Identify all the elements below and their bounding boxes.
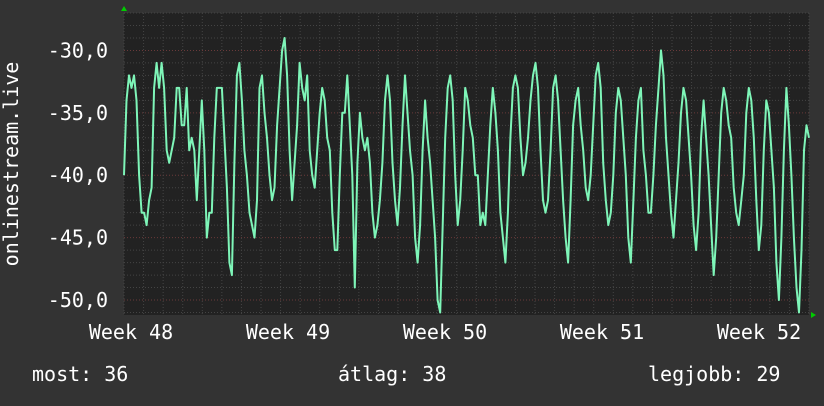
y-tick-label: -35,0 xyxy=(48,101,108,125)
legend-best: legjobb: 29 xyxy=(648,362,781,386)
y-axis-label: onlinestream.live xyxy=(0,62,23,267)
x-tick-label: Week 52 xyxy=(717,320,801,344)
y-tick-label: -50,0 xyxy=(48,288,108,312)
plot-area xyxy=(124,13,809,315)
y-tick-label: -40,0 xyxy=(48,163,108,187)
legend-average: átlag: 38 xyxy=(338,362,447,386)
x-tick-label: Week 51 xyxy=(560,320,644,344)
x-tick-label: Week 48 xyxy=(89,320,173,344)
series-line xyxy=(123,37,810,314)
x-tick-label: Week 50 xyxy=(403,320,487,344)
x-axis-arrow-icon xyxy=(811,312,816,318)
x-tick-label: Week 49 xyxy=(246,320,330,344)
y-axis-arrow-icon xyxy=(121,6,127,11)
y-tick-label: -30,0 xyxy=(48,38,108,62)
legend-current: most: 36 xyxy=(32,362,129,386)
y-tick-label: -45,0 xyxy=(48,226,108,250)
